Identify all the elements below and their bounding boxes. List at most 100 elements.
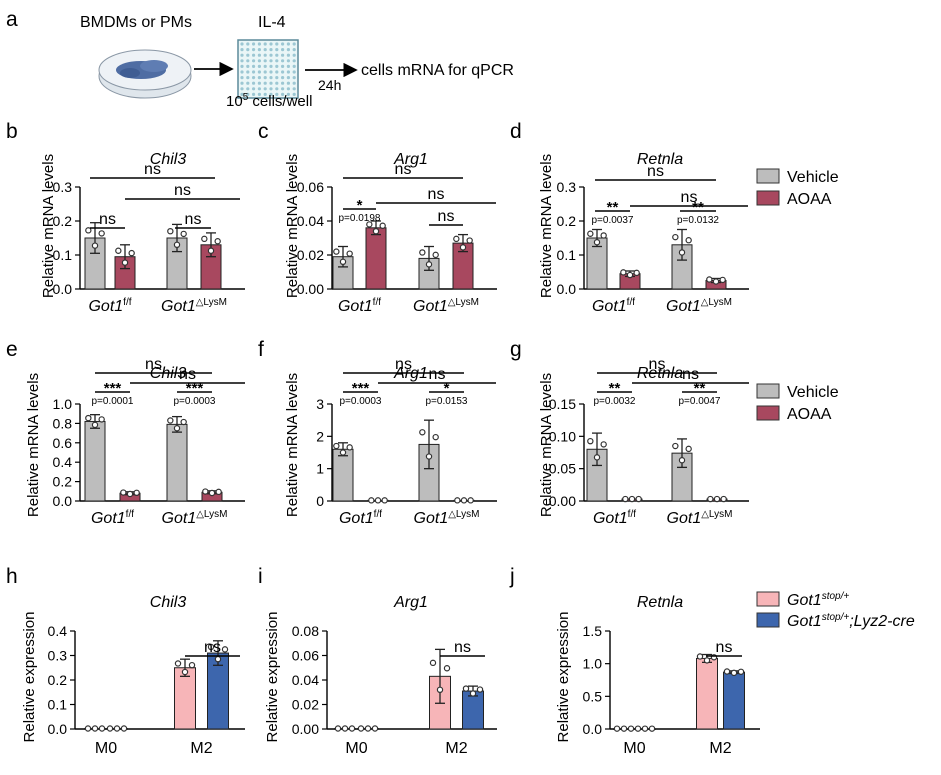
- panel-label: c: [258, 120, 269, 143]
- panel-label: a: [6, 8, 18, 31]
- significance-label: ns: [144, 161, 161, 178]
- data-point: [85, 227, 92, 234]
- well: [252, 42, 256, 46]
- data-point: [634, 725, 642, 732]
- well: [257, 42, 261, 46]
- well: [269, 59, 273, 63]
- well: [292, 87, 296, 91]
- bar-vehicle: [84, 420, 106, 502]
- data-point: [678, 457, 686, 464]
- well: [281, 70, 285, 74]
- chart-title: Arg1: [393, 594, 428, 611]
- genotype-superscript: △LysM: [448, 297, 479, 308]
- y-tick-label: 0.3: [53, 179, 73, 195]
- data-point: [712, 278, 720, 285]
- chart-panel-j: j Retnla Relative expression 0.0 0.5 1.0 1.5 M0…: [509, 565, 760, 757]
- y-tick-label: 0.06: [297, 179, 324, 195]
- chart-title: Arg1: [393, 151, 428, 168]
- x-category-label: Got1f/f: [91, 509, 134, 527]
- data-point: [188, 661, 196, 669]
- significance-label: ns: [428, 186, 445, 203]
- y-tick-label: 0.3: [48, 648, 68, 664]
- y-tick-label: 0.15: [549, 396, 576, 412]
- well: [286, 87, 290, 91]
- bar-vehicle: [332, 448, 354, 502]
- y-tick-label: 0.02: [292, 697, 319, 713]
- genotype-base: Got1: [161, 298, 196, 315]
- genotype-superscript: △LysM: [448, 509, 479, 520]
- y-tick-label: 0.0: [48, 721, 68, 737]
- legend-vehicle-aoaa: Vehicle AOAA: [756, 383, 839, 423]
- p-value-label: p=0.0001: [92, 396, 134, 407]
- well: [286, 64, 290, 68]
- significance-label: ns: [179, 366, 196, 383]
- y-tick-label: 0.05: [549, 461, 576, 477]
- data-point: [454, 497, 461, 504]
- bar-vehicle: [166, 423, 188, 502]
- data-point: [346, 444, 353, 451]
- data-point: [600, 232, 607, 239]
- well: [292, 48, 296, 52]
- legend-base: Got1: [787, 613, 822, 630]
- well: [281, 42, 285, 46]
- significance-label: ns: [145, 356, 162, 373]
- well: [257, 70, 261, 74]
- panel-label: g: [510, 338, 522, 361]
- well: [292, 42, 296, 46]
- well: [281, 59, 285, 63]
- panel-label: h: [6, 565, 18, 588]
- data-point: [214, 238, 221, 245]
- panel-label: e: [6, 338, 18, 361]
- y-tick-label: 2: [316, 428, 324, 444]
- panel-label: f: [258, 338, 264, 361]
- well: [246, 42, 250, 46]
- data-point: [593, 454, 601, 461]
- significance-label: ns: [185, 211, 202, 228]
- y-tick-label: 0.02: [297, 247, 324, 263]
- data-point: [201, 235, 208, 243]
- data-point: [620, 269, 627, 276]
- well: [286, 70, 290, 74]
- data-point: [436, 686, 444, 694]
- y-axis-label: Relative mRNA levels: [25, 373, 42, 517]
- data-point: [678, 249, 686, 256]
- well: [246, 59, 250, 63]
- well: [252, 76, 256, 80]
- genotype-base: Got1: [88, 298, 123, 315]
- y-tick-label: 0.04: [297, 213, 324, 229]
- well: [246, 64, 250, 68]
- data-point: [85, 414, 92, 422]
- significance-label: **: [692, 199, 704, 216]
- well: [292, 70, 296, 74]
- data-point: [587, 437, 594, 445]
- data-point: [476, 686, 484, 693]
- y-tick-label: 0.2: [557, 213, 577, 229]
- bar-got1-stop-lyz2-cre: [723, 671, 745, 730]
- y-tick-label: 0.4: [48, 623, 68, 639]
- significance-label: ***: [104, 380, 122, 397]
- y-tick-label: 0.3: [557, 179, 577, 195]
- y-axis-label: Relative mRNA levels: [538, 373, 555, 517]
- chart-title: Chil3: [150, 151, 187, 168]
- genotype-base: Got1: [91, 510, 126, 527]
- data-point: [167, 227, 174, 235]
- data-point: [620, 725, 628, 732]
- legend-label: AOAA: [787, 191, 832, 208]
- well: [269, 53, 273, 57]
- well: [263, 92, 267, 96]
- data-point: [215, 488, 222, 496]
- data-point: [341, 725, 349, 732]
- y-tick-label: 0.5: [583, 688, 603, 704]
- data-point: [115, 247, 122, 254]
- data-point: [622, 495, 629, 503]
- significance-label: ns: [682, 366, 699, 383]
- data-point: [91, 421, 99, 429]
- data-point: [600, 441, 607, 448]
- x-category-label: Got1△LysM: [667, 509, 733, 527]
- data-point: [173, 241, 181, 248]
- y-tick-label: 0.06: [292, 648, 319, 664]
- genotype-superscript: △LysM: [196, 509, 227, 520]
- data-point: [685, 237, 692, 244]
